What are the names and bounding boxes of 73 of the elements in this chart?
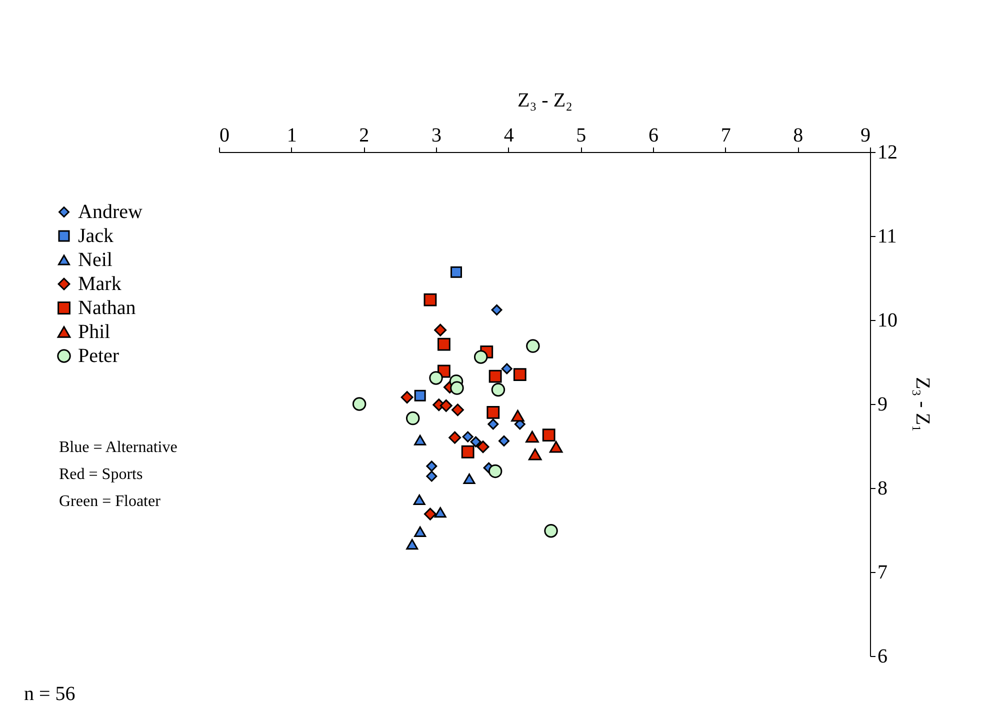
point bbox=[526, 430, 539, 443]
point bbox=[352, 397, 366, 411]
point bbox=[429, 371, 443, 385]
text: Green = Floater bbox=[59, 493, 162, 510]
point bbox=[406, 411, 420, 426]
point bbox=[424, 293, 437, 306]
legend-label: Phil bbox=[78, 321, 111, 343]
x-tick-label: 1 bbox=[286, 124, 297, 146]
x-tick-label: 8 bbox=[793, 124, 804, 146]
legend-label: Mark bbox=[78, 273, 122, 295]
point bbox=[413, 494, 426, 506]
y-axis-title: Z₃ - Z₁ bbox=[912, 376, 934, 432]
point bbox=[414, 390, 426, 402]
y-tick-label: 8 bbox=[878, 478, 888, 500]
x-tick-label: 4 bbox=[504, 124, 514, 146]
point bbox=[448, 431, 462, 444]
point bbox=[462, 431, 474, 442]
point bbox=[488, 464, 502, 478]
legend-label: Jack bbox=[78, 225, 114, 247]
x-tick-label: 5 bbox=[576, 124, 586, 146]
x-tick-label: 3 bbox=[432, 124, 442, 146]
point bbox=[488, 418, 499, 430]
point bbox=[414, 434, 426, 446]
point bbox=[406, 538, 418, 550]
y-tick-label: 12 bbox=[878, 142, 898, 164]
point bbox=[424, 508, 436, 520]
point bbox=[486, 406, 500, 419]
point bbox=[526, 339, 540, 353]
point bbox=[544, 524, 558, 538]
point bbox=[476, 440, 490, 454]
point bbox=[513, 368, 526, 382]
legend-label: Neil bbox=[78, 249, 113, 271]
legend-label: Peter bbox=[78, 345, 120, 367]
y-tick-label: 10 bbox=[878, 310, 898, 332]
point bbox=[434, 507, 446, 518]
point bbox=[426, 470, 438, 482]
y-tick-label: 6 bbox=[878, 646, 888, 668]
point bbox=[491, 382, 506, 397]
text: n = 56 bbox=[24, 683, 76, 705]
point bbox=[450, 381, 464, 395]
point bbox=[549, 440, 563, 453]
point bbox=[463, 473, 476, 484]
point bbox=[451, 404, 464, 416]
point bbox=[491, 304, 502, 316]
point bbox=[470, 436, 482, 448]
legend-label: Andrew bbox=[78, 201, 143, 223]
point bbox=[438, 338, 450, 351]
point bbox=[434, 324, 447, 336]
point bbox=[528, 448, 542, 460]
point bbox=[440, 399, 452, 412]
point bbox=[450, 266, 462, 278]
y-tick-label: 7 bbox=[878, 562, 888, 584]
text: Red = Sports bbox=[59, 466, 143, 483]
y-tick-label: 9 bbox=[878, 394, 888, 416]
text: Blue = Alternative bbox=[59, 439, 178, 456]
x-axis-title: Z₃ - Z₂ bbox=[517, 90, 573, 112]
x-tick-label: 6 bbox=[648, 124, 658, 146]
point bbox=[400, 391, 414, 404]
point bbox=[474, 350, 488, 364]
x-tick-label: 0 bbox=[220, 124, 230, 146]
point bbox=[488, 370, 502, 383]
x-tick-label: 7 bbox=[720, 124, 731, 146]
point bbox=[498, 435, 510, 446]
point bbox=[414, 526, 426, 537]
point bbox=[426, 460, 438, 472]
y-tick-label: 11 bbox=[878, 226, 897, 248]
legend-label: Nathan bbox=[78, 297, 136, 319]
point bbox=[461, 445, 474, 458]
x-tick-label: 9 bbox=[860, 124, 870, 146]
point bbox=[542, 428, 556, 442]
point bbox=[501, 363, 512, 374]
point bbox=[511, 410, 524, 422]
x-tick-label: 2 bbox=[359, 124, 370, 146]
